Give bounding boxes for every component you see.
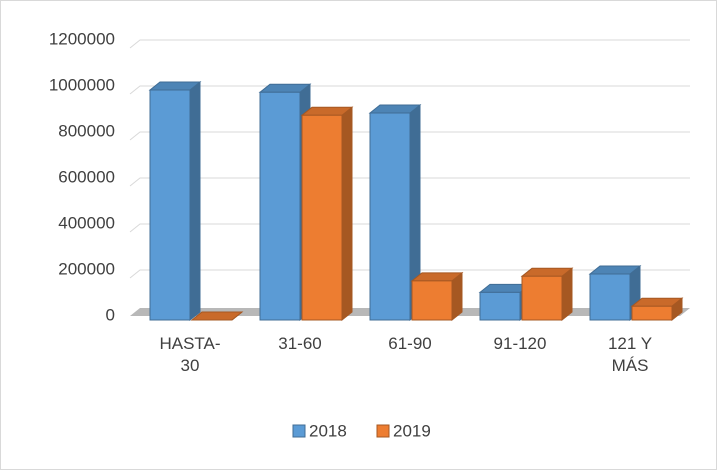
x-tick-label: 121 Y MÁS <box>600 333 660 377</box>
x-tick-text: 61-90 <box>388 334 432 353</box>
grid-line <box>129 177 690 187</box>
grid-line <box>129 131 690 141</box>
bar-front <box>149 89 191 321</box>
x-tick-text: 121 Y MÁS <box>607 334 653 375</box>
bar <box>410 271 464 322</box>
x-tick-text: 31-60 <box>278 334 322 353</box>
x-tick-label: 61-90 <box>380 333 440 355</box>
x-tick-label: HASTA-30 <box>159 333 221 377</box>
bar-front <box>631 305 673 321</box>
bar <box>300 106 354 322</box>
bar-front <box>301 114 343 321</box>
x-tick-text: 91-120 <box>493 334 547 353</box>
legend-label: 2019 <box>393 421 431 440</box>
y-tick-label: 400000 <box>58 213 115 232</box>
grid-line <box>129 269 690 279</box>
grid-line <box>129 223 690 233</box>
bar-front <box>479 291 521 321</box>
bar <box>520 267 574 322</box>
bar-side <box>189 80 201 322</box>
bar-side <box>561 267 573 322</box>
grid-line <box>129 85 690 95</box>
x-tick-label: 31-60 <box>270 333 330 355</box>
bar <box>368 103 422 322</box>
y-tick-label: 600000 <box>58 167 115 186</box>
x-tick-text: HASTA-30 <box>159 334 221 375</box>
y-tick-label: 0 <box>106 305 115 324</box>
y-tick-label: 800000 <box>58 121 115 140</box>
y-tick-label: 1200000 <box>49 29 115 48</box>
bar-front <box>259 91 301 321</box>
bar-front <box>521 275 563 321</box>
legend-swatch <box>376 424 390 438</box>
bar-front <box>369 112 411 321</box>
bar-front <box>589 273 631 321</box>
bar <box>630 297 684 322</box>
x-tick-label: 91-120 <box>490 333 550 355</box>
bar <box>148 80 202 322</box>
y-tick-label: 1000000 <box>49 75 115 94</box>
y-tick-label: 200000 <box>58 259 115 278</box>
legend-swatch <box>292 424 306 438</box>
legend-label: 2018 <box>309 421 347 440</box>
bar-side <box>341 106 353 322</box>
grid-line <box>129 39 690 49</box>
bar <box>190 311 244 321</box>
bar-front <box>411 280 453 321</box>
